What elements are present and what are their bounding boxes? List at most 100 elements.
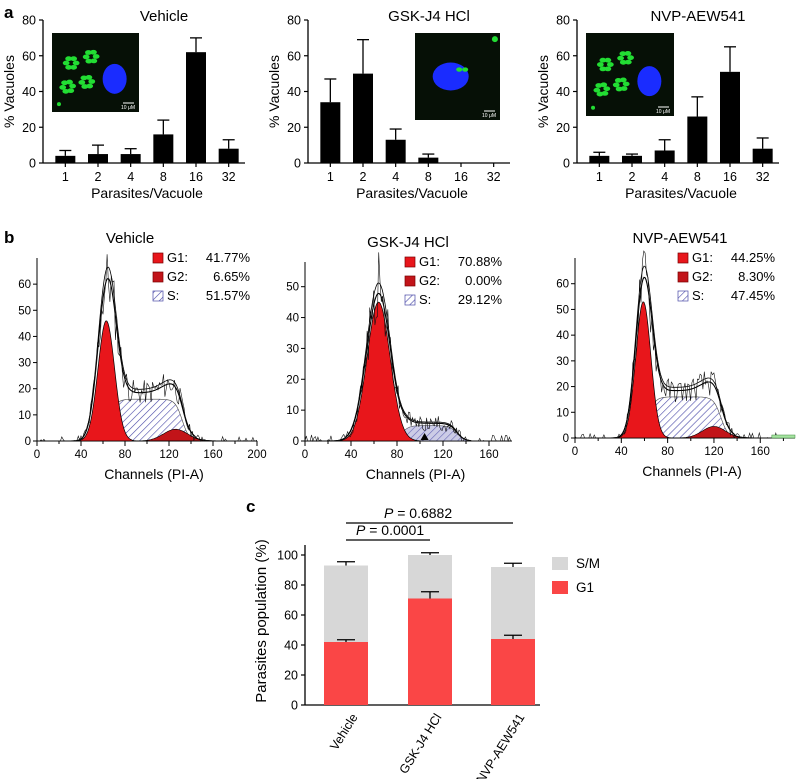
a2-bar bbox=[320, 102, 341, 163]
b3-legend-value: 47.45% bbox=[731, 288, 776, 303]
panel-a-letter: a bbox=[4, 3, 14, 22]
a3-bar bbox=[622, 155, 642, 163]
a1-parasite bbox=[80, 75, 88, 81]
a1-xtick-label: 2 bbox=[95, 170, 102, 184]
a2-bar bbox=[385, 139, 406, 163]
b1-raw-histogram bbox=[37, 254, 258, 442]
a3-parasite bbox=[596, 91, 604, 97]
a1-bar bbox=[186, 52, 206, 163]
c-ylabel: Parasites population (%) bbox=[253, 539, 270, 702]
a3-ytick-label: 80 bbox=[556, 14, 570, 28]
b3-xtick-label: 0 bbox=[572, 446, 578, 458]
b3-legend-label: G2: bbox=[692, 269, 713, 284]
c-legend-swatch bbox=[552, 581, 568, 594]
a3-bar bbox=[687, 116, 708, 163]
a2-xtick-label: 2 bbox=[360, 170, 367, 184]
a2-ytick-label: 60 bbox=[287, 49, 301, 63]
b2-ytick-label: 10 bbox=[286, 405, 299, 417]
a3-parasite bbox=[615, 86, 623, 92]
a1-parasite bbox=[62, 88, 70, 94]
b1-ytick-label: 50 bbox=[18, 305, 31, 317]
chart-a-vehicle: 0 20 40 60 80 1 2 4 8 16 32 Parasites/Vacuole % Vacu… bbox=[1, 8, 245, 201]
b2-legend-value: 29.12% bbox=[458, 292, 503, 307]
a1-xtick-label: 4 bbox=[127, 170, 134, 184]
b2-xtick-label: 120 bbox=[433, 449, 452, 461]
b3-ytick-label: 30 bbox=[556, 356, 569, 368]
c-pvalue-low: P = 0.0001 bbox=[356, 522, 424, 538]
a2-parasite bbox=[462, 67, 469, 72]
a3-parasite bbox=[604, 57, 612, 63]
a1-parasite bbox=[88, 79, 96, 84]
c-bar-sm bbox=[491, 567, 535, 639]
b3-ytick-label: 20 bbox=[556, 382, 569, 394]
b2-legend-swatch bbox=[404, 275, 416, 287]
b2-legend-value: 70.88% bbox=[458, 254, 503, 269]
a2-parasite bbox=[491, 36, 498, 43]
b3-xtick-label: 40 bbox=[615, 446, 628, 458]
b3-raw-histogram bbox=[574, 250, 795, 439]
b3-legend-value: 8.30% bbox=[738, 269, 775, 284]
a3-ylabel: % Vacuoles bbox=[535, 55, 551, 128]
c-ytick-label: 60 bbox=[284, 609, 298, 623]
b2-s-fill bbox=[305, 425, 512, 441]
a1-parasite bbox=[70, 64, 78, 70]
c-ytick-label: 100 bbox=[277, 549, 298, 563]
chart-b-nvp: 0 10 20 30 40 50 60 0 40 80 120 160 Channels (PI-A) N… bbox=[556, 230, 796, 479]
b1-legend-swatch bbox=[152, 290, 164, 302]
a1-parasite bbox=[66, 79, 73, 85]
a3-parasite bbox=[604, 66, 612, 72]
chart-a-nvp: 0 20 40 60 80 1 2 4 8 16 32 Parasites/Vacuole % Vacu… bbox=[535, 8, 779, 201]
c-bar-g1 bbox=[324, 642, 368, 705]
c-legend-label: S/M bbox=[576, 556, 600, 571]
b1-legend-swatch bbox=[152, 271, 164, 283]
a1-xtick-label: 8 bbox=[160, 170, 167, 184]
b1-xlabel: Channels (PI-A) bbox=[104, 466, 204, 482]
c-bar-g1 bbox=[491, 639, 535, 705]
a1-title: Vehicle bbox=[140, 8, 188, 25]
b2-ytick-label: 0 bbox=[293, 436, 299, 448]
b3-xtick-label: 120 bbox=[704, 446, 723, 458]
c-legend-swatch bbox=[552, 557, 568, 570]
a2-xlabel: Parasites/Vacuole bbox=[356, 185, 468, 201]
a1-parasite bbox=[85, 50, 92, 55]
b1-xtick-label: 120 bbox=[159, 449, 178, 461]
b1-title: Vehicle bbox=[106, 230, 154, 247]
b1-legend-label: G2: bbox=[167, 269, 188, 284]
a2-ytick-label: 80 bbox=[287, 14, 301, 28]
a1-xtick-label: 1 bbox=[62, 170, 69, 184]
a1-ylabel: % Vacuoles bbox=[1, 55, 17, 128]
a1-parasite bbox=[65, 56, 73, 62]
c-bar-g1 bbox=[408, 598, 452, 705]
a3-xtick-label: 32 bbox=[756, 170, 770, 184]
a3-parasite bbox=[603, 86, 611, 92]
b2-fit-line bbox=[305, 292, 512, 442]
b1-ytick-label: 60 bbox=[18, 279, 31, 291]
b1-xtick-label: 200 bbox=[247, 449, 266, 461]
c-xtick-label: Vehicle bbox=[327, 711, 360, 753]
a1-parasite bbox=[86, 83, 94, 89]
a1-parasite bbox=[85, 75, 93, 80]
a3-xtick-label: 1 bbox=[596, 170, 603, 184]
a1-parasite bbox=[90, 58, 98, 64]
a3-parasite bbox=[596, 62, 604, 67]
b2-ytick-label: 30 bbox=[286, 343, 299, 355]
a3-parasite bbox=[622, 81, 630, 87]
b2-g1-area bbox=[305, 301, 512, 442]
chart-b-vehicle: 0 10 20 30 40 50 60 0 40 80 120 160 200 Channels (PI-… bbox=[18, 230, 266, 482]
a1-bar bbox=[218, 148, 239, 163]
b1-legend-swatch bbox=[152, 252, 164, 264]
b2-xtick-label: 160 bbox=[479, 449, 498, 461]
a3-xtick-label: 16 bbox=[723, 170, 737, 184]
a3-parasite bbox=[612, 82, 620, 88]
c-pvalue-high: P = 0.6882 bbox=[384, 505, 452, 521]
a1-xlabel: Parasites/Vacuole bbox=[91, 185, 203, 201]
a1-parasite bbox=[92, 54, 100, 59]
c-ytick-label: 0 bbox=[291, 699, 298, 713]
b2-legend-value: 0.00% bbox=[465, 273, 502, 288]
a1-bar bbox=[88, 154, 108, 163]
b3-legend-swatch bbox=[677, 252, 689, 264]
a3-parasite bbox=[593, 87, 601, 93]
b1-legend-label: G1: bbox=[167, 250, 188, 265]
b1-ytick-label: 0 bbox=[25, 436, 31, 448]
a1-parasite bbox=[82, 54, 90, 60]
